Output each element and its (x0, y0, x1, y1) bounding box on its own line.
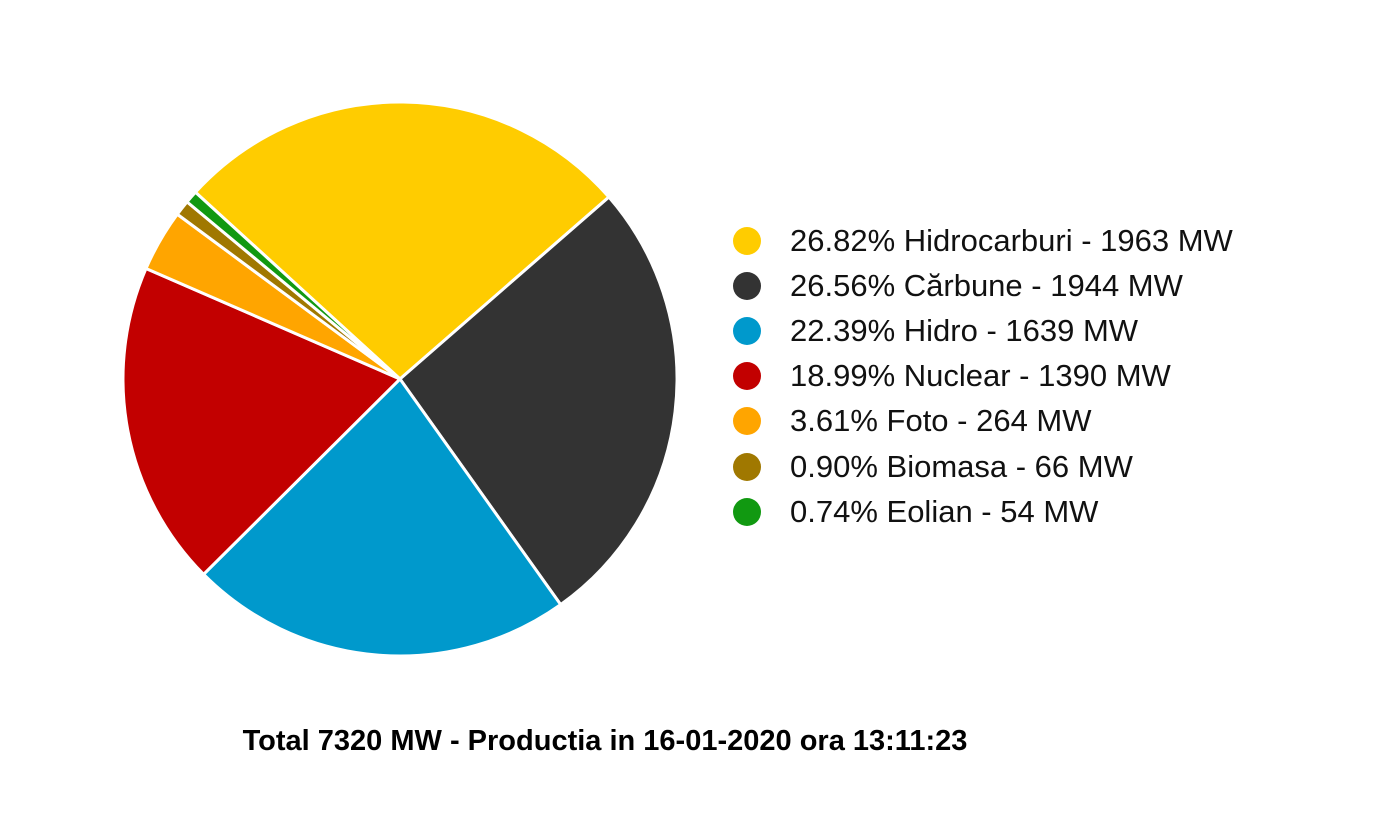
legend-label-biomasa: 0.90% Biomasa - 66 MW (790, 448, 1133, 484)
legend-label-foto: 3.61% Foto - 264 MW (790, 403, 1092, 439)
legend-swatch-biomasa (733, 452, 761, 481)
legend-swatch-eolian (733, 497, 761, 526)
legend-item-biomasa: 0.90% Biomasa - 66 MW (733, 444, 1353, 489)
pie-slice-hidro (202, 377, 563, 658)
pie-slice-c-rbune (398, 195, 679, 607)
pie-slice-eolian (185, 190, 402, 381)
legend-label-hidro: 22.39% Hidro - 1639 MW (790, 312, 1139, 348)
legend-item-hidro: 22.39% Hidro - 1639 MW (733, 308, 1353, 353)
legend-item-nuclear: 18.99% Nuclear - 1390 MW (733, 354, 1353, 399)
chart-footer-title: Total 7320 MW - Productia in 16-01-2020 … (242, 725, 968, 757)
pie-slice-hidrocarburi (193, 100, 611, 381)
legend-swatch-hidro (733, 316, 761, 345)
legend-swatch-nuclear (733, 362, 761, 391)
pie-slice-nuclear (121, 266, 402, 576)
legend-swatch-hidrocarburi (733, 226, 761, 255)
legend-item-eolian: 0.74% Eolian - 54 MW (733, 489, 1353, 534)
legend-label-hidrocarburi: 26.82% Hidrocarburi - 1963 MW (790, 222, 1233, 258)
legend-item-foto: 3.61% Foto - 264 MW (733, 399, 1353, 444)
legend-label-nuclear: 18.99% Nuclear - 1390 MW (790, 358, 1171, 394)
legend-item-carbune: 26.56% Cărbune - 1944 MW (733, 263, 1353, 308)
legend-item-hidrocarburi: 26.82% Hidrocarburi - 1963 MW (733, 218, 1353, 263)
legend-label-eolian: 0.74% Eolian - 54 MW (790, 493, 1099, 529)
legend-label-carbune: 26.56% Cărbune - 1944 MW (790, 267, 1183, 303)
legend-swatch-foto (733, 407, 761, 436)
chart-legend: 26.82% Hidrocarburi - 1963 MW 26.56% Căr… (733, 218, 1353, 534)
legend-swatch-carbune (733, 271, 761, 300)
